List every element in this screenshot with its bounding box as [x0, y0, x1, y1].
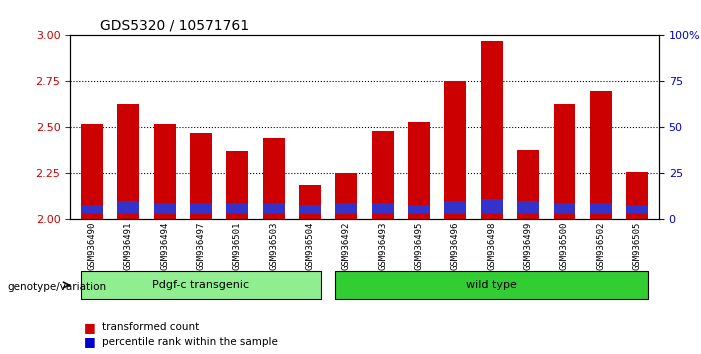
Bar [554, 203, 576, 214]
Bar [81, 205, 103, 214]
Text: ■: ■ [84, 321, 96, 334]
Bar [372, 131, 393, 219]
Bar [154, 203, 175, 214]
Text: GDS5320 / 10571761: GDS5320 / 10571761 [100, 19, 249, 33]
Bar [154, 124, 175, 219]
Bar [299, 184, 321, 219]
Bar [226, 203, 248, 214]
Bar [336, 173, 358, 219]
Bar [81, 124, 103, 219]
Bar [481, 41, 503, 219]
Text: GSM936505: GSM936505 [632, 222, 641, 270]
Bar [444, 201, 466, 214]
Text: wild type: wild type [466, 280, 517, 290]
Bar [190, 133, 212, 219]
Text: GSM936495: GSM936495 [414, 222, 423, 270]
Bar [226, 152, 248, 219]
Bar [444, 81, 466, 219]
Bar [117, 103, 139, 219]
Text: GSM936496: GSM936496 [451, 222, 460, 270]
Text: GSM936500: GSM936500 [560, 222, 569, 270]
FancyBboxPatch shape [81, 271, 321, 299]
Bar [481, 199, 503, 214]
Bar [590, 91, 612, 219]
FancyBboxPatch shape [336, 271, 648, 299]
Text: GSM936494: GSM936494 [160, 222, 169, 270]
Text: GSM936504: GSM936504 [306, 222, 315, 270]
Text: GSM936491: GSM936491 [124, 222, 132, 270]
Bar [263, 138, 285, 219]
Text: genotype/variation: genotype/variation [7, 282, 106, 292]
Text: GSM936503: GSM936503 [269, 222, 278, 270]
Text: Pdgf-c transgenic: Pdgf-c transgenic [152, 280, 250, 290]
Bar [408, 122, 430, 219]
Bar [263, 203, 285, 214]
Bar [517, 201, 539, 214]
Text: percentile rank within the sample: percentile rank within the sample [102, 337, 278, 347]
Text: ■: ■ [84, 335, 96, 348]
Text: GSM936501: GSM936501 [233, 222, 242, 270]
Bar [626, 172, 648, 219]
Bar [626, 205, 648, 214]
Text: GSM936498: GSM936498 [487, 222, 496, 270]
Text: GSM936497: GSM936497 [196, 222, 205, 270]
Text: GSM936492: GSM936492 [342, 222, 350, 270]
Bar [372, 203, 393, 214]
Bar [408, 205, 430, 214]
Bar [190, 203, 212, 214]
Text: GSM936493: GSM936493 [379, 222, 387, 270]
Text: transformed count: transformed count [102, 322, 199, 332]
Bar [299, 205, 321, 214]
Text: GSM936502: GSM936502 [597, 222, 605, 270]
Bar [554, 103, 576, 219]
Bar [590, 203, 612, 214]
Bar [517, 149, 539, 219]
Bar [117, 201, 139, 214]
Text: GSM936499: GSM936499 [524, 222, 533, 270]
Bar [336, 203, 358, 214]
Text: GSM936490: GSM936490 [88, 222, 97, 270]
